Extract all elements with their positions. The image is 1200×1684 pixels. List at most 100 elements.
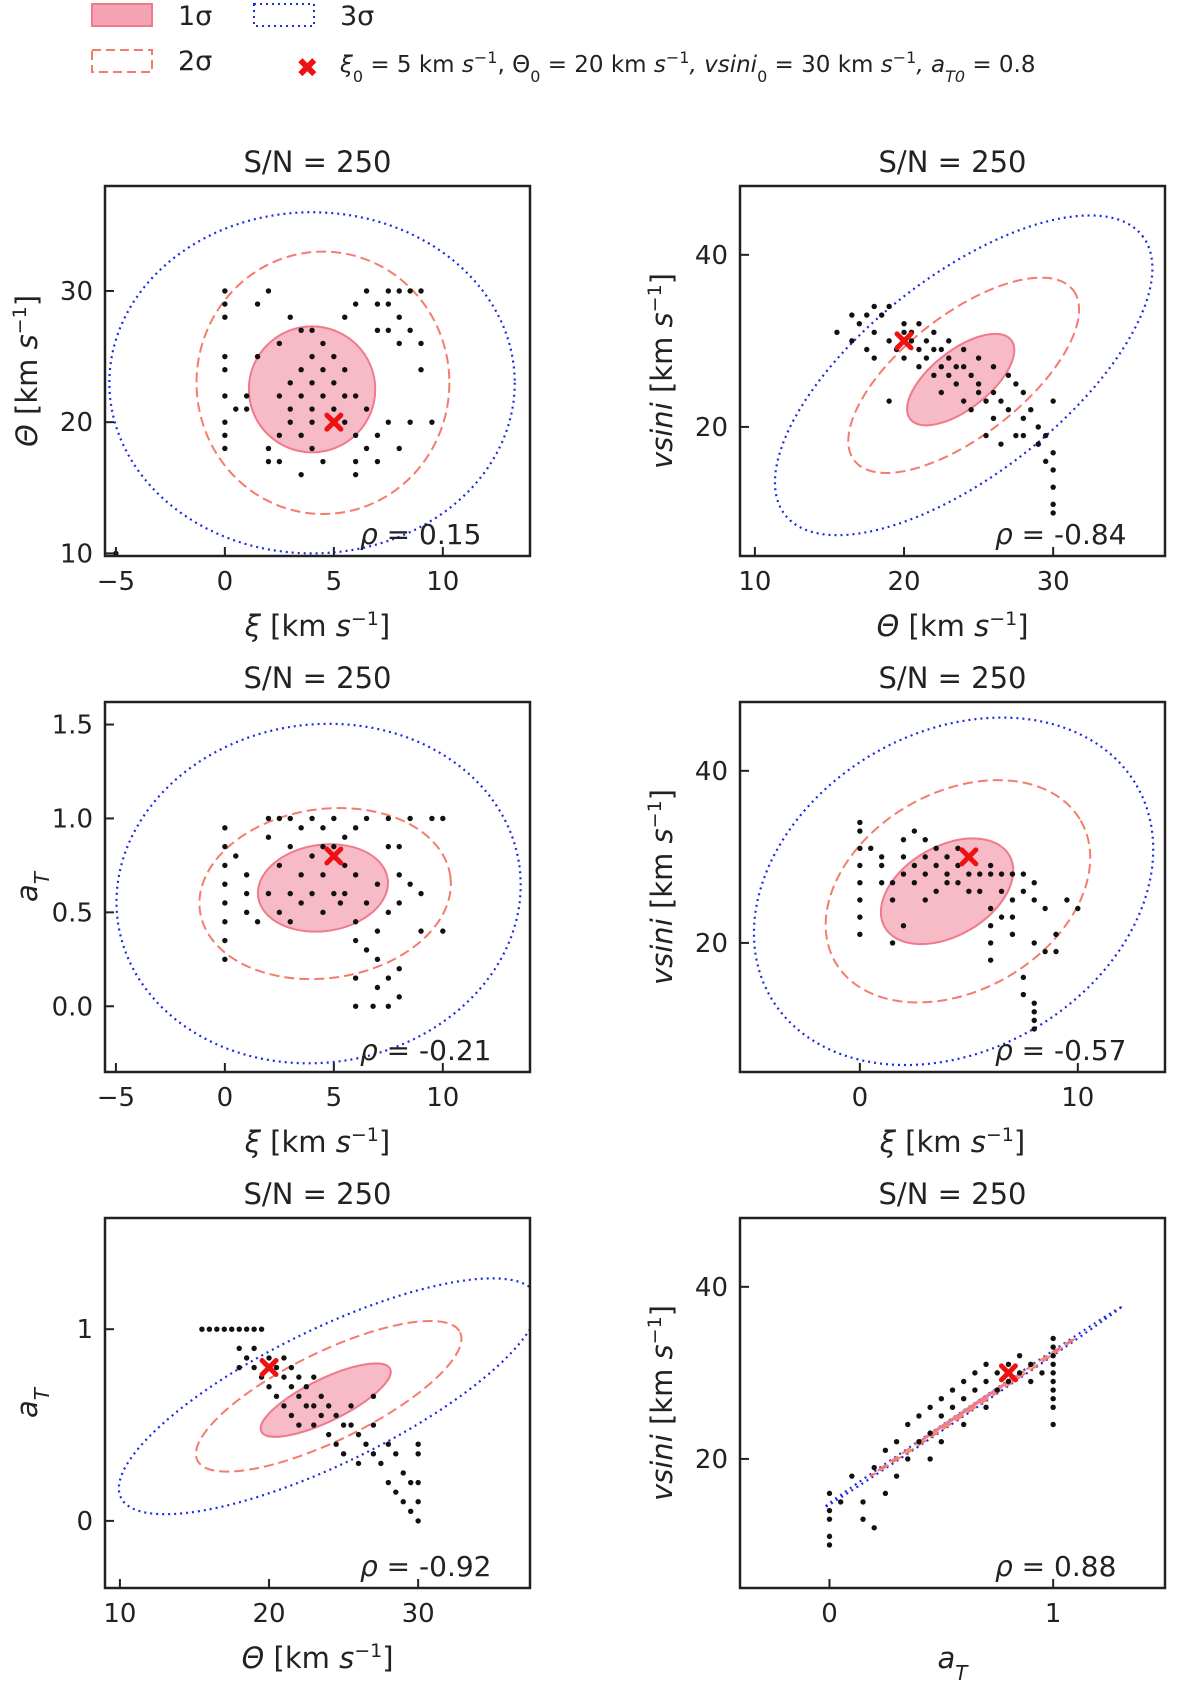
data-point [352,458,359,465]
data-point [342,419,348,425]
data-point [374,984,381,991]
panel-title: S/N = 250 [879,145,1027,179]
data-point [303,1403,310,1409]
data-point [363,1441,369,1447]
axes-frame [103,184,532,558]
data-point [1050,484,1056,490]
data-point [998,398,1004,404]
data-point [276,393,283,399]
data-point [946,372,952,379]
data-point [298,432,304,438]
x-tick-label: 30 [1037,567,1070,597]
data-point [1075,905,1081,912]
data-point [901,329,907,335]
data-point [265,834,272,840]
x-tick-label: 1 [1045,1599,1062,1629]
data-point [265,288,272,294]
data-point [222,881,228,887]
data-point [1050,1378,1056,1385]
panel-4: 0 10 20 40 S/N = 250 ξ [km s−1] vsini [km s−1]… [644,661,1167,1159]
data-point [953,381,959,387]
data-point [340,1451,347,1457]
y-axis-label: vsini [km s−1] [644,789,679,985]
data-point [342,393,348,399]
data-point [352,975,359,981]
data-point [303,1384,310,1390]
data-point [987,862,994,869]
data-point [331,380,337,386]
data-point [333,1441,339,1447]
correlation-label: ρ = -0.57 [995,1034,1127,1067]
sigma2-contour [198,807,452,981]
data-point [975,355,982,361]
legend-sigma2-label: 2σ [178,46,212,77]
data-point [288,1364,295,1371]
data-point [276,432,283,438]
panel-3: −5 0 5 10 0.0 0.5 1.0 1.5 S/N = 250 ξ [km s−1] aT ρ… [10,661,532,1159]
data-point [871,1525,877,1531]
data-point [916,346,922,353]
data-point [1009,931,1016,938]
data-point [415,1479,421,1486]
data-point [882,1447,889,1454]
data-point [868,845,874,851]
data-point [889,897,896,903]
data-point [987,923,994,929]
data-point [1028,407,1034,413]
data-point [901,355,907,361]
data-point [849,1473,855,1479]
data-point [905,1421,911,1428]
data-point [938,1439,945,1445]
data-point [222,919,228,925]
data-point [396,340,402,347]
data-point [352,1003,359,1009]
data-point [864,346,870,353]
x-tick-label: 10 [426,567,459,597]
data-point [834,329,840,335]
data-point [374,928,381,934]
data-point [1053,948,1059,955]
data-point [977,871,983,877]
data-point [396,994,402,1000]
panel-title: S/N = 250 [879,1177,1027,1211]
data-point [916,320,922,327]
data-point [352,471,359,478]
data-point [320,366,326,373]
data-point [1050,1361,1056,1367]
correlation-label: ρ = 0.88 [995,1550,1116,1583]
panel-2: 10 20 30 20 40 S/N = 250 Θ [km s−1] vsini [km s… [644,145,1167,643]
data-point [309,445,315,452]
data-point [933,888,939,895]
data-point [385,301,392,307]
legend-sigma2-swatch [91,49,153,73]
data-point [320,393,326,399]
data-point [251,1326,257,1332]
data-point [320,909,326,916]
data-point [983,1378,989,1385]
legend-truth-marker: ✖ [296,53,319,84]
data-point [374,301,381,307]
sigma3-contour [108,211,516,555]
data-point [265,445,272,452]
data-point [276,815,283,822]
y-tick-label: 40 [695,241,728,271]
data-point [938,1413,945,1419]
data-point [933,845,939,851]
y-tick-label: 30 [60,277,93,307]
data-point [1050,1421,1056,1428]
data-point [288,1412,295,1419]
data-point [385,909,392,916]
data-point [309,419,315,425]
data-point [222,445,228,452]
data-point [298,327,304,334]
data-point [418,928,424,934]
data-point [944,879,950,886]
data-point [352,432,359,438]
data-point [320,872,326,878]
data-point [987,871,994,877]
data-point [1050,1352,1056,1359]
data-point [1031,1017,1037,1024]
y-tick-label: 20 [695,1445,728,1475]
data-point [331,353,337,360]
data-point [900,871,907,877]
